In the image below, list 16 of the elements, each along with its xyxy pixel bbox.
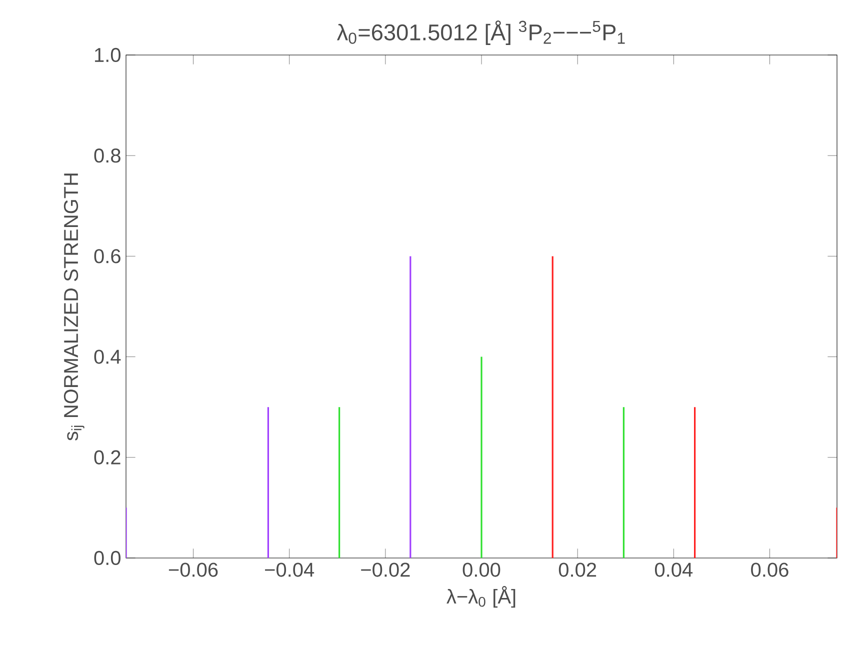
x-tick-label: −0.06: [168, 562, 218, 577]
y-tick-label: 1.0: [95, 48, 120, 62]
x-tick-label: 0.00: [462, 562, 500, 577]
x-tick-label: −0.04: [265, 562, 314, 577]
x-tick-label: 0.04: [654, 562, 693, 577]
x-tick-label: 0.06: [751, 562, 788, 577]
x-axis-title: λ−λ$_{0}$ [Å]: [446, 586, 516, 608]
y-axis-title: s$_{ij}$ NORMALIZED STRENGTH: [64, 174, 84, 440]
x-tick-label: 0.02: [558, 562, 596, 577]
y-tick-label: 0.8: [94, 148, 120, 163]
x-tick-label: −0.02: [361, 562, 410, 577]
y-tick-label: 0.4: [94, 350, 121, 364]
chart-title: λ$_{0}$=6301.5012 [Å] $^{3}$P$_{2}$−−−$^{5}$P$_{1}$: [336, 20, 625, 45]
y-tick-label: 0.0: [94, 550, 120, 566]
y-tick-label: 0.2: [94, 450, 120, 464]
y-tick-label: 0.6: [94, 249, 120, 264]
